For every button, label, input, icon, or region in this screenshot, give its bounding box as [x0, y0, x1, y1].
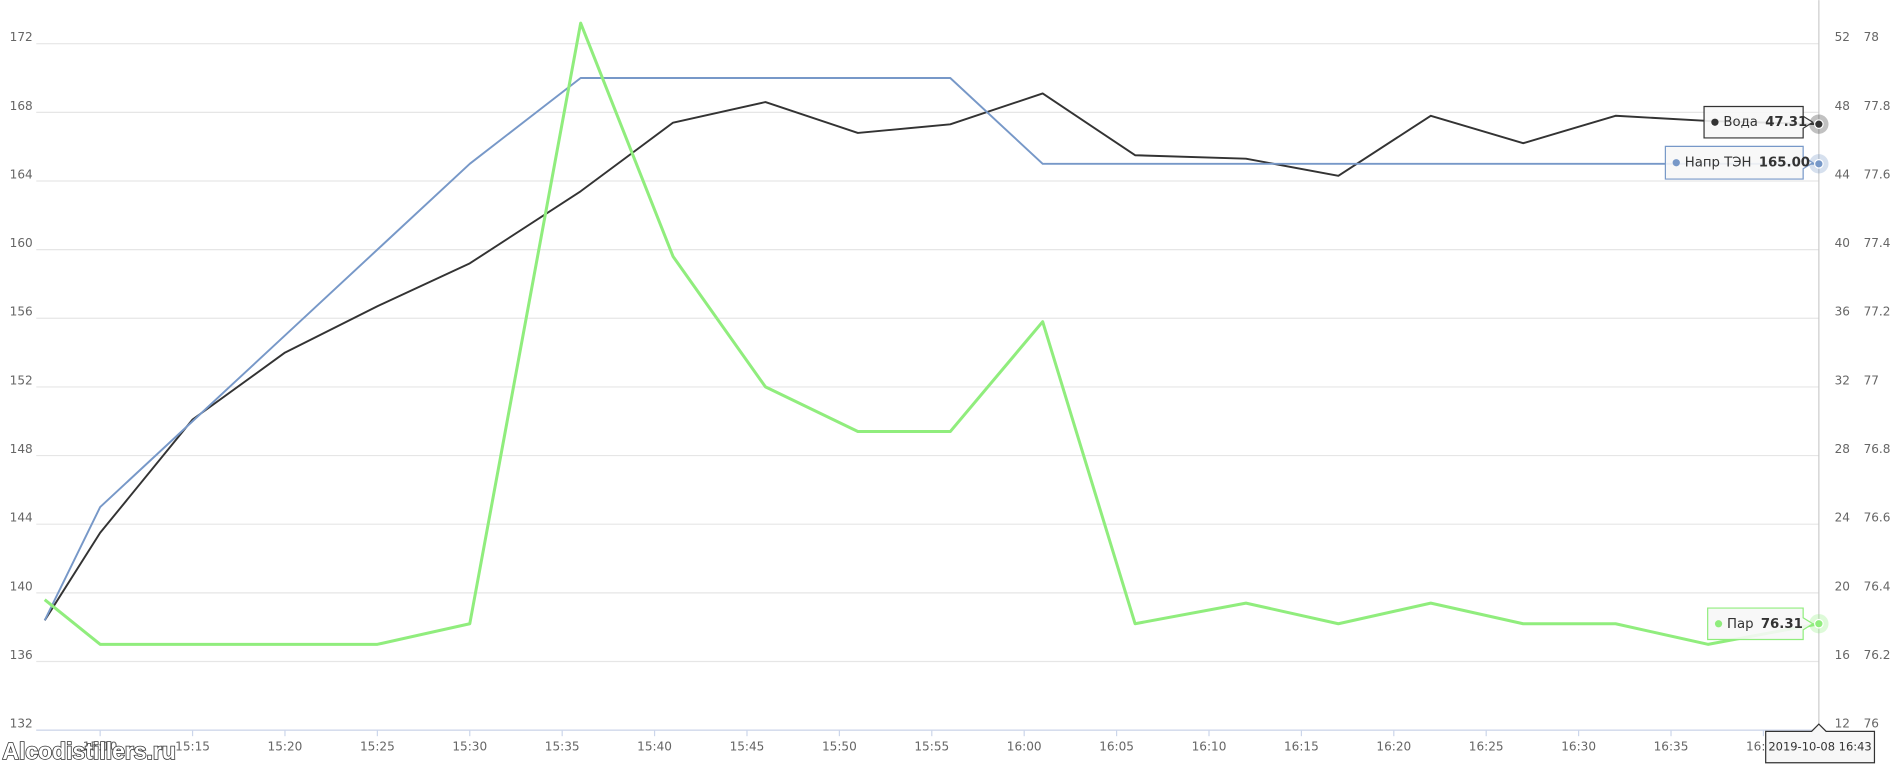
y-tick-label: 148 — [10, 442, 33, 456]
x-tick-label: 15:45 — [730, 740, 765, 754]
tooltip-value: 76.31 — [1761, 617, 1803, 632]
tooltip-series-name: Напр ТЭН — [1685, 156, 1752, 171]
y-tick-label: 168 — [10, 99, 33, 113]
tooltip-x-text: 2019-10-08 16:43 — [1768, 740, 1871, 754]
y2-tick-label: 36 — [1835, 305, 1850, 319]
watermark: Alcodistillers.ru — [2, 738, 175, 764]
x-tick-label: 15:55 — [914, 740, 949, 754]
hover-marker — [1814, 119, 1824, 130]
tooltip-dot — [1711, 118, 1719, 126]
tooltip-text: Пар 76.31 — [1727, 617, 1803, 632]
y3-tick-label: 77.2 — [1864, 305, 1891, 319]
tooltip-x-box — [1765, 723, 1876, 764]
y-tick-label: 164 — [10, 167, 33, 181]
y2-tick-label: 20 — [1835, 579, 1850, 593]
x-tick-label: 16:10 — [1192, 740, 1227, 754]
y2-tick-label: 12 — [1835, 717, 1850, 731]
y3-tick-label: 77.4 — [1864, 236, 1891, 250]
x-tick-label: 16:25 — [1469, 740, 1504, 754]
hover-marker — [1814, 158, 1824, 169]
x-tick-label: 16:15 — [1284, 740, 1319, 754]
tooltip-box — [1703, 105, 1814, 139]
y2-tick-label: 52 — [1835, 30, 1850, 44]
y3-tick-label: 78 — [1864, 30, 1879, 44]
x-tick-label: 16:00 — [1007, 740, 1042, 754]
tooltip-text: Вода 47.31 — [1723, 115, 1807, 130]
y3-tick-label: 77.8 — [1864, 99, 1891, 113]
y-tick-label: 172 — [10, 30, 33, 44]
x-tick-label: 15:50 — [822, 740, 857, 754]
y2-tick-label: 24 — [1835, 511, 1850, 525]
tooltip-value: 47.31 — [1765, 115, 1807, 130]
y2-tick-label: 40 — [1835, 236, 1850, 250]
y3-tick-label: 77.6 — [1864, 167, 1891, 181]
x-tick-label: 16:35 — [1654, 740, 1689, 754]
y2-tick-label: 48 — [1835, 99, 1850, 113]
x-tick-label: 15:35 — [545, 740, 580, 754]
tooltip-value: 165.00 — [1759, 156, 1810, 171]
tooltip-box — [1664, 145, 1814, 180]
x-tick-label: 16:20 — [1376, 740, 1411, 754]
y2-tick-label: 28 — [1835, 442, 1850, 456]
x-tick-label: 15:30 — [452, 740, 487, 754]
y2-tick-label: 32 — [1835, 373, 1850, 387]
x-tick-label: 16:30 — [1561, 740, 1596, 754]
tooltip-series-name: Вода — [1723, 115, 1758, 130]
series-line — [43, 21, 1820, 646]
hover-marker — [1814, 618, 1824, 629]
y3-tick-label: 76.2 — [1864, 648, 1891, 662]
x-tick-label: 15:15 — [175, 740, 210, 754]
y3-tick-label: 76.8 — [1864, 442, 1891, 456]
x-tick-label: 16:05 — [1099, 740, 1134, 754]
y-tick-label: 136 — [10, 648, 33, 662]
y2-tick-label: 44 — [1835, 167, 1850, 181]
x-tick-label: 15:40 — [637, 740, 672, 754]
tooltip-dot — [1714, 620, 1723, 628]
y-tick-label: 132 — [10, 717, 33, 731]
y2-tick-label: 16 — [1835, 648, 1850, 662]
tooltip-box — [1707, 607, 1814, 641]
y3-tick-label: 77 — [1864, 373, 1879, 387]
y3-tick-label: 76 — [1864, 717, 1879, 731]
y-tick-label: 140 — [10, 579, 33, 593]
y-tick-label: 160 — [10, 236, 33, 250]
x-tick-label: 15:20 — [268, 740, 303, 754]
y-tick-label: 152 — [10, 373, 33, 387]
tooltip-dot — [1672, 159, 1680, 167]
x-tick-label: 15:10 — [83, 740, 118, 754]
tooltip-text: Напр ТЭН 165.00 — [1685, 156, 1810, 171]
tooltip-series-name: Пар — [1727, 617, 1754, 632]
y3-tick-label: 76.6 — [1864, 511, 1891, 525]
y3-tick-label: 76.4 — [1864, 579, 1891, 593]
series-line — [43, 92, 1819, 621]
y-tick-label: 144 — [10, 511, 33, 525]
y-tick-label: 156 — [10, 305, 33, 319]
series-line — [43, 77, 1819, 621]
x-tick-label: 15:25 — [360, 740, 395, 754]
